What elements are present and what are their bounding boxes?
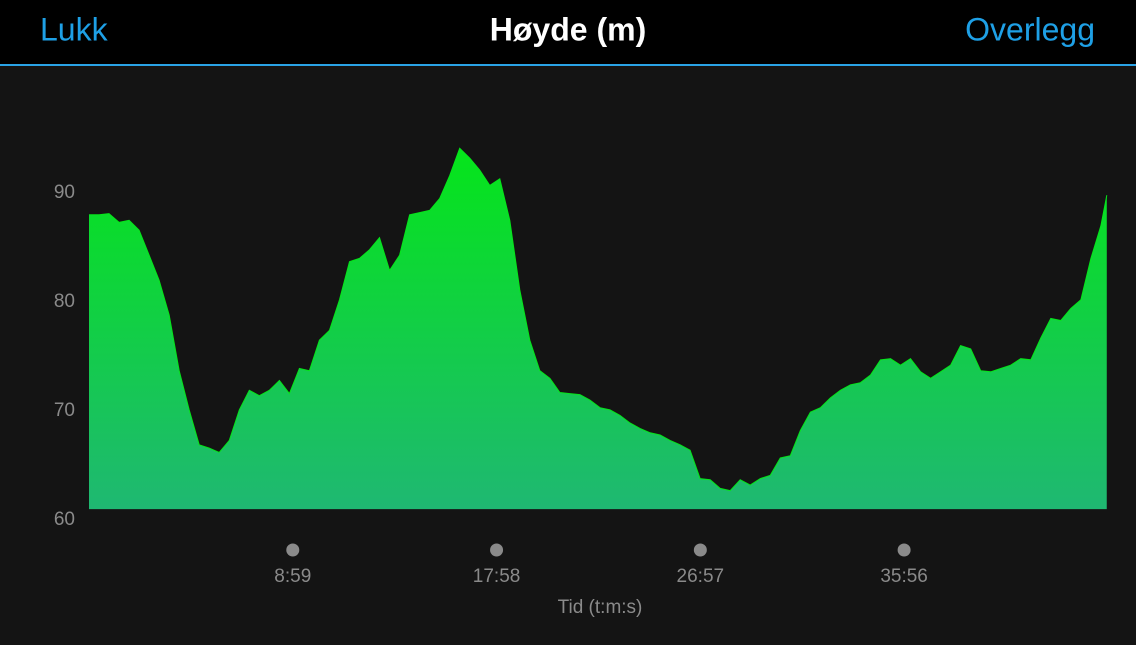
- x-tick-label: 35:56: [880, 566, 928, 587]
- y-tick-label: 60: [54, 509, 75, 530]
- y-tick-label: 70: [54, 400, 75, 421]
- screen-title: Høyde (m): [490, 11, 646, 47]
- x-tick-dot: [693, 543, 707, 557]
- overlay-button[interactable]: Overlegg: [965, 11, 1095, 47]
- x-tick-label: 17:58: [473, 566, 521, 587]
- x-axis-label: Tid (t:m:s): [558, 597, 643, 618]
- x-tick-dot: [286, 543, 300, 557]
- y-tick-label: 80: [54, 291, 75, 312]
- y-tick-label: 90: [54, 182, 75, 203]
- x-tick-dot: [490, 543, 504, 557]
- x-tick-label: 8:59: [274, 566, 311, 587]
- header-bar: [0, 0, 1136, 64]
- close-button[interactable]: Lukk: [40, 11, 109, 47]
- x-tick-dot: [897, 543, 911, 557]
- area-fill: [89, 148, 1107, 510]
- x-tick-label: 26:57: [677, 566, 725, 587]
- area-line: [89, 147, 1108, 492]
